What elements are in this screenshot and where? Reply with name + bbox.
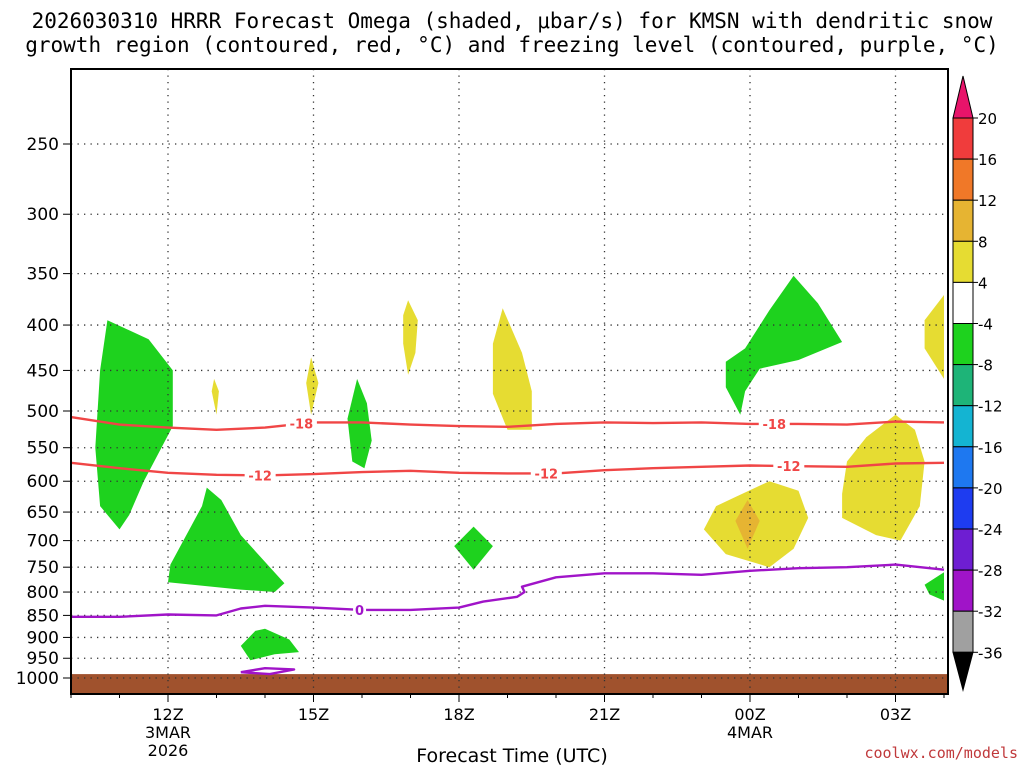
omega-region-9 [403,300,418,375]
y-tick-label: 800 [27,583,59,603]
omega-region-2 [240,628,299,661]
omega-shading [95,275,944,661]
x-tick-label: 12Z [152,705,183,724]
colorbar-box [952,405,974,448]
contour-label: -12 [535,467,559,482]
omega-region-6 [924,572,944,601]
y-tick-label: 950 [27,649,59,669]
contour-label-bg [758,416,790,431]
grid-lines [71,69,948,694]
y-tick-label: 700 [27,532,59,552]
terrain-fill [71,674,948,694]
contour-labels: -18 -18 -12 -12 -12 0 [244,416,805,619]
contour-label-bg [244,468,276,483]
colorbar-label: -24 [978,521,1003,539]
contour-label-bg [353,602,367,617]
y-tick-label: 300 [27,205,59,225]
y-tick-label: 750 [27,558,59,578]
colorbar-label: 12 [978,192,997,210]
colorbar-bottom-arrow [952,651,974,692]
colorbar-box [952,199,974,242]
credit-link[interactable]: coolwx.com/models [864,744,1018,762]
colorbar-label: 16 [978,151,997,169]
colorbar-box [952,364,974,407]
colorbar-label: -4 [978,316,993,334]
colorbar-box [952,487,974,530]
y-tick-label: 650 [27,503,59,523]
omega-region-13 [924,295,944,379]
x-tick-label: 03Z [880,705,911,724]
colorbar-label: -8 [978,357,993,375]
y-tick-label: 850 [27,606,59,626]
colorbar-label: 8 [978,233,988,251]
colorbar: 20 16 12 8 4 -4 -8 -12 -16 -20 -24 -28 -32 -36 [952,75,1003,692]
colorbar-box [952,117,974,160]
colorbar-label: -12 [978,398,1003,416]
colorbar-label: -36 [978,644,1003,662]
omega-region-10 [492,308,532,430]
y-tick-label: 450 [27,361,59,381]
y-tick-label: 1000 [16,669,59,689]
x-tick-label: 18Z [443,705,474,724]
colorbar-top-arrow [952,75,974,119]
contour-label-bg [773,459,805,474]
colorbar-box [952,323,974,366]
omega-region-4 [454,526,493,570]
omega-region-1 [168,487,285,592]
omega-region-7 [211,378,219,415]
colorbar-box [952,240,974,283]
contour-label: 0 [355,604,364,619]
chart-title-line-1: 2026030310 HRRR Forecast Omega (shaded, … [31,9,993,33]
x-tick-label: 15Z [298,705,329,724]
contour-label: -18 [290,418,314,433]
contour-label-bg [530,466,562,481]
y-tick-label: 900 [27,628,59,648]
contour-0 [71,563,945,618]
omega-region-8 [306,357,319,415]
colorbar-label: -16 [978,439,1003,457]
y-tick-label: 550 [27,439,59,459]
contour-label-bg [285,416,317,431]
y-tick-label: 600 [27,472,59,492]
colorbar-box [952,610,974,653]
x-tick-date: 4MAR [727,723,773,742]
plot-frame [70,68,949,695]
y-tick-label: 400 [27,316,59,336]
chart-title-line-2: growth region (contoured, red, °C) and f… [25,33,999,57]
y-axis: 2503003504004505005506006507007508008509… [16,135,71,689]
y-tick-label: 350 [27,265,59,285]
x-tick-label: 00Z [734,705,765,724]
colorbar-label: -28 [978,562,1003,580]
contour-0-loop [240,667,296,676]
colorbar-label: -32 [978,603,1003,621]
contour-label: -12 [248,469,272,484]
contour--18 [70,415,945,431]
omega-region-12 [842,414,925,541]
contour-label: -12 [777,460,801,475]
x-tick-label: 21Z [589,705,620,724]
x-tick-year: 2026 [148,741,189,760]
colorbar-label: -20 [978,480,1003,498]
colorbar-box [952,528,974,571]
colorbar-label: 4 [978,274,988,292]
x-axis-title: Forecast Time (UTC) [416,745,608,767]
x-tick-date: 3MAR [145,723,191,742]
y-tick-label: 500 [27,402,59,422]
colorbar-box [952,569,974,612]
colorbar-box [952,158,974,201]
omega-region-5 [725,275,843,415]
colorbar-box [952,281,974,324]
y-tick-label: 250 [27,135,59,155]
contour-label: -18 [763,418,787,433]
colorbar-label: 20 [978,110,997,128]
colorbar-box [952,446,974,489]
